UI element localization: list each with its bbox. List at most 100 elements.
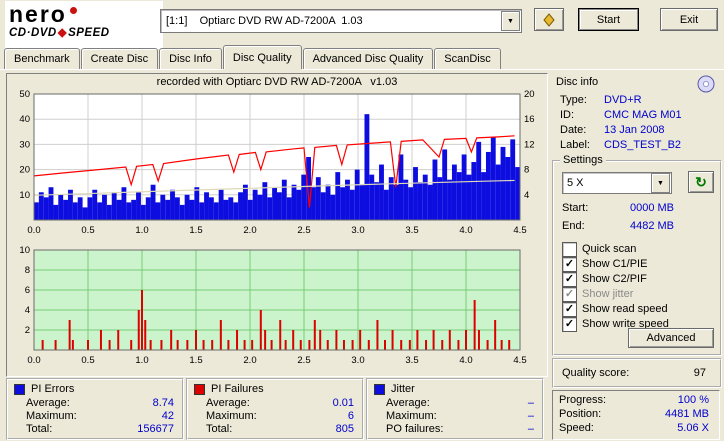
svg-text:10: 10: [19, 246, 30, 256]
svg-text:30: 30: [19, 139, 30, 150]
svg-text:4: 4: [524, 190, 529, 201]
refresh-button[interactable]: ↻: [688, 171, 714, 193]
stat-value: –: [527, 397, 534, 409]
tab-bar: Benchmark Create Disc Disc Info Disc Qua…: [4, 45, 502, 69]
pi-failures-chart: 0.0 0.5 1.0 1.5 2.0 2.5 3.0 3.5 4.0 4.5 2 4 6 8 10: [19, 246, 526, 366]
svg-text:50: 50: [19, 90, 30, 100]
tab-label: Advanced Disc Quality: [312, 53, 424, 65]
svg-text:4.0: 4.0: [459, 355, 472, 366]
tab-page-edge: [0, 69, 724, 70]
stat-value: 805: [335, 423, 354, 435]
svg-text:0.0: 0.0: [27, 225, 40, 236]
stat-value: 8.74: [152, 397, 174, 409]
check-icon: ✓: [564, 317, 575, 330]
stat-label: Total:: [206, 423, 233, 435]
settings-title: Settings: [560, 154, 606, 166]
advanced-button[interactable]: Advanced: [628, 328, 714, 348]
stat-label: Average:: [206, 397, 250, 409]
checkbox-show-read-speed[interactable]: ✓ Show read speed: [562, 301, 668, 317]
checkbox-label: Show C2/PIF: [582, 273, 647, 285]
drive-selector-dropdown-button[interactable]: ▼: [501, 11, 520, 31]
tab-scandisc[interactable]: ScanDisc: [434, 48, 501, 69]
checkbox-show-c2-pif[interactable]: ✓ Show C2/PIF: [562, 271, 647, 287]
svg-text:2.0: 2.0: [243, 355, 256, 366]
speed-select-value: 5 X: [567, 177, 584, 189]
speed-select[interactable]: 5 X ▼: [562, 172, 672, 194]
checkbox-label: Show jitter: [582, 288, 634, 300]
disc-icon: [697, 75, 715, 93]
logo-cddvd-text: CD·DVD: [9, 27, 57, 39]
quality-score-label: Quality score:: [562, 367, 630, 379]
tab-label: ScanDisc: [444, 53, 491, 65]
pi-errors-chart: 0.0 0.5 1.0 1.5 2.0 2.5 3.0 3.5 4.0 4.5 10 20 30 40 50…: [19, 90, 535, 236]
disc-label-value: CDS_TEST_B2: [604, 139, 682, 151]
start-position-value: 0000 MB: [629, 202, 674, 214]
stat-label: Maximum:: [206, 410, 257, 422]
tab-label: Benchmark: [14, 53, 70, 65]
checkbox-label: Show C1/PIE: [582, 258, 648, 270]
position-value: 4481 MB: [664, 408, 709, 420]
logo-nero-text: nero: [9, 1, 67, 27]
svg-text:0.0: 0.0: [27, 355, 40, 366]
tab-label: Create Disc: [90, 53, 149, 65]
disc-id-value: CMC MAG M01: [604, 109, 682, 121]
tab-label: Disc Quality: [232, 51, 292, 64]
checkbox-quick-scan[interactable]: Quick scan: [562, 241, 637, 257]
disc-type-value: DVD+R: [604, 94, 642, 106]
disc-info-label: ID:: [560, 109, 575, 121]
svg-text:16: 16: [524, 114, 535, 125]
svg-text:1.5: 1.5: [189, 225, 202, 236]
progress-value: 100 %: [677, 394, 709, 406]
checkbox-show-write-speed[interactable]: ✓ Show write speed: [562, 316, 669, 332]
media-tool-button[interactable]: [534, 8, 564, 31]
chevron-down-icon: ▼: [507, 17, 514, 25]
stat-label: Average:: [386, 397, 430, 409]
tab-create-disc[interactable]: Create Disc: [80, 48, 159, 69]
tab-disc-info[interactable]: Disc Info: [159, 48, 222, 69]
checkbox-box: ✓: [562, 256, 577, 272]
checkbox-show-c1-pie[interactable]: ✓ Show C1/PIE: [562, 256, 648, 272]
svg-text:4: 4: [25, 305, 30, 316]
drive-selector[interactable]: [1:1] Optiarc DVD RW AD-7200A 1.03 ▼: [160, 9, 522, 33]
checkbox-box: ✓: [562, 316, 577, 332]
checkbox-label: Quick scan: [582, 243, 637, 255]
checkbox-label: Show read speed: [582, 303, 668, 315]
chart-title: recorded with Optiarc DVD RW AD-7200A v1…: [156, 76, 398, 88]
tab-benchmark[interactable]: Benchmark: [4, 48, 80, 69]
start-button[interactable]: Start: [578, 8, 639, 31]
exit-button-label: Exit: [679, 13, 699, 26]
svg-text:8: 8: [524, 165, 529, 176]
stat-value: –: [527, 423, 534, 435]
disc-info-title: Disc info: [556, 76, 599, 88]
svg-text:1.5: 1.5: [189, 355, 202, 366]
tab-disc-quality[interactable]: Disc Quality: [222, 45, 302, 69]
svg-text:8: 8: [25, 265, 30, 276]
stats-title: PI Errors: [31, 383, 75, 395]
checkbox-box: ✓: [562, 286, 577, 302]
svg-text:20: 20: [19, 165, 30, 176]
svg-text:4.5: 4.5: [513, 225, 526, 236]
checkbox-box: ✓: [562, 271, 577, 287]
stat-label: Maximum:: [386, 410, 437, 422]
start-position-label: Start:: [562, 202, 589, 214]
stat-value: 6: [347, 410, 354, 422]
svg-text:0.5: 0.5: [81, 355, 94, 366]
tab-advanced-disc-quality[interactable]: Advanced Disc Quality: [302, 48, 434, 69]
svg-text:10: 10: [19, 190, 30, 201]
check-icon: ✓: [564, 272, 575, 285]
svg-text:3.5: 3.5: [405, 225, 418, 236]
check-icon: ✓: [564, 257, 575, 270]
logo-speed-text: SPEED: [68, 27, 110, 39]
disc-info-label: Label:: [560, 139, 590, 151]
svg-text:2: 2: [25, 325, 30, 336]
exit-button[interactable]: Exit: [660, 8, 718, 31]
logo-diamond-icon: ◆: [57, 27, 68, 39]
svg-text:40: 40: [19, 114, 30, 125]
svg-text:1.0: 1.0: [135, 225, 148, 236]
speed-label: Speed:: [559, 422, 594, 434]
stats-title: Jitter: [391, 383, 415, 395]
speed-select-dropdown-button[interactable]: ▼: [651, 173, 670, 193]
chart-panel: recorded with Optiarc DVD RW AD-7200A v1…: [6, 73, 548, 377]
stat-value: 42: [161, 410, 174, 422]
svg-text:4.0: 4.0: [459, 225, 472, 236]
